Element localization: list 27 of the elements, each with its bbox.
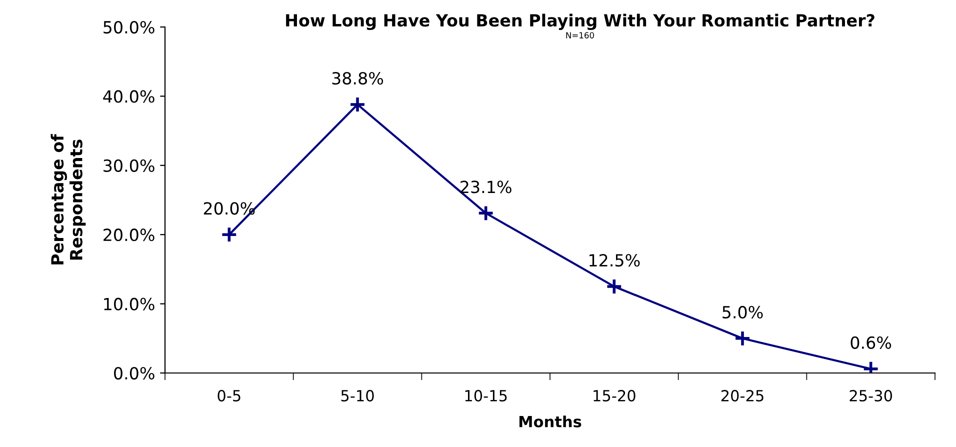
- x-axis-title: Months: [519, 416, 582, 428]
- y-tick-label: 50.0%: [104, 20, 154, 34]
- chart-title: How Long Have You Been Playing With Your Romantic Partner?: [286, 14, 874, 30]
- x-tick-label: 10-15: [465, 390, 507, 402]
- x-tick-label: 15-20: [594, 390, 636, 402]
- y-tick-label: 20.0%: [104, 228, 154, 242]
- data-label: 12.5%: [590, 254, 640, 267]
- y-tick-label: 40.0%: [103, 90, 154, 103]
- data-label: 0.6%: [850, 336, 892, 349]
- x-tick-label: 25-30: [850, 390, 892, 402]
- point: [349, 96, 366, 113]
- x-tick-label: 5-10: [341, 390, 374, 402]
- data-label: 20.0%: [204, 202, 255, 215]
- point: [478, 204, 494, 222]
- y-tick-label: 30.0%: [104, 159, 154, 172]
- point: [734, 330, 751, 347]
- y-tick-label: 10.0%: [104, 298, 154, 310]
- chart-subtitle: N=160: [566, 32, 594, 38]
- data-label: 5.0%: [722, 306, 763, 319]
- y-axis-title: Percentage of Respondents: [50, 134, 86, 264]
- x-tick-label: 20-25: [721, 390, 764, 402]
- point: [606, 278, 622, 295]
- y-tick-label: 0.0%: [114, 366, 154, 380]
- x-tick-label: 0-5: [218, 390, 240, 402]
- data-label: 38.8%: [332, 72, 384, 85]
- data-label: 23.1%: [460, 180, 512, 194]
- point: [220, 226, 238, 243]
